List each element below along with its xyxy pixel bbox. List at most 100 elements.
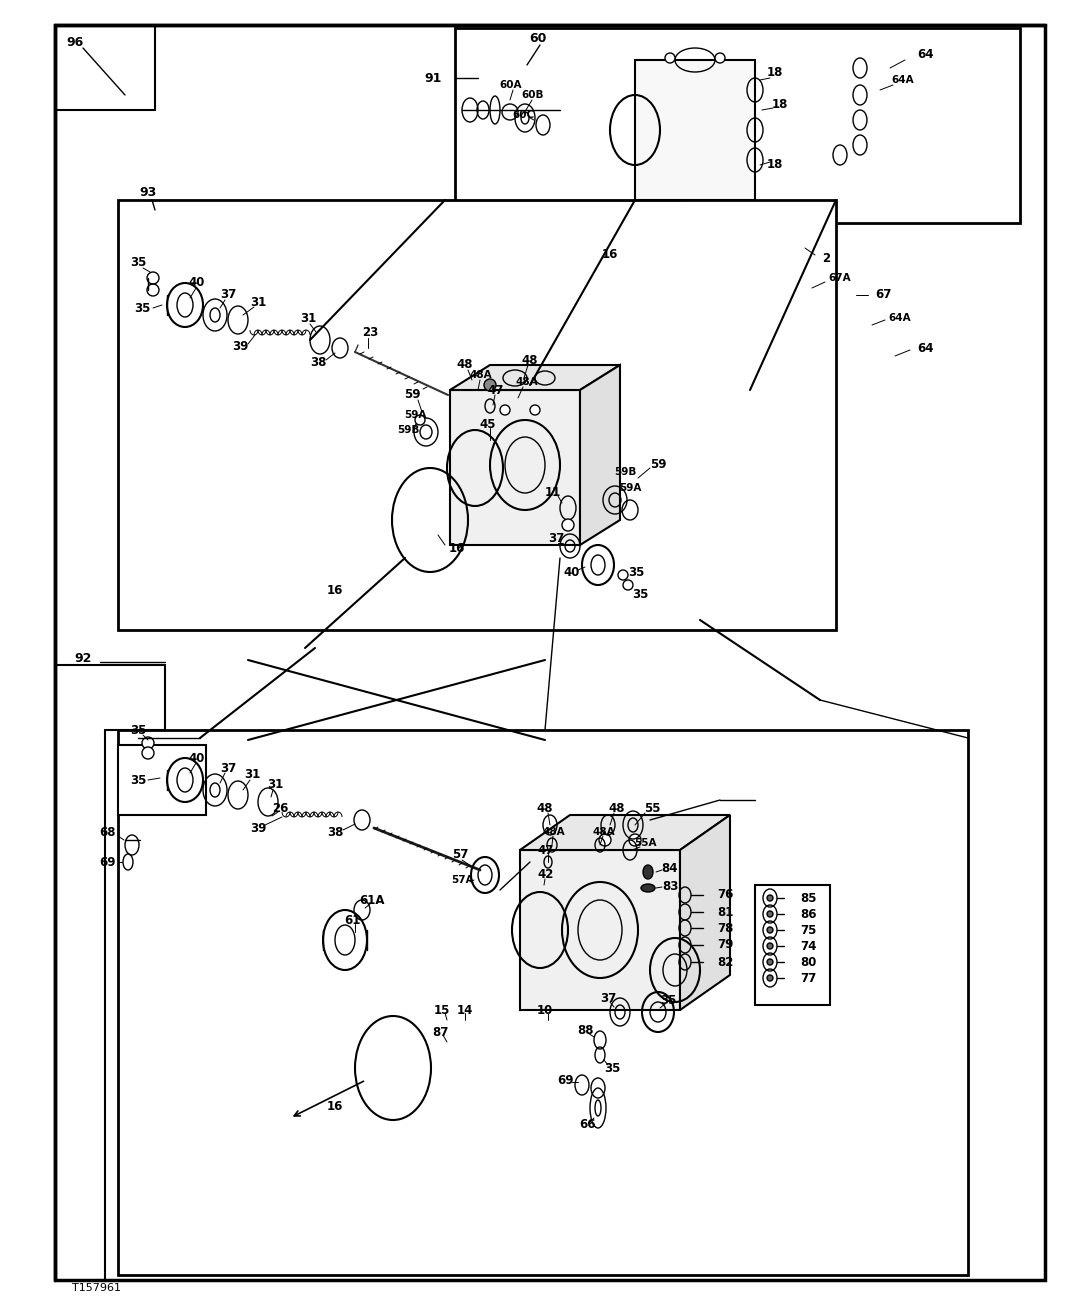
Text: 61: 61 (343, 914, 361, 927)
Bar (755, 885, 831, 1005)
Text: 16: 16 (602, 249, 618, 262)
Text: 40: 40 (189, 276, 205, 289)
Text: 60B: 60B (522, 90, 544, 100)
Text: 92: 92 (75, 652, 92, 665)
Text: 16: 16 (449, 541, 465, 554)
Text: 10: 10 (537, 1004, 553, 1017)
Text: 18: 18 (772, 99, 788, 112)
Text: 57: 57 (451, 849, 469, 862)
Circle shape (767, 975, 773, 981)
Text: 48: 48 (522, 353, 538, 366)
Text: 69: 69 (99, 855, 117, 868)
Circle shape (767, 943, 773, 949)
Text: 83: 83 (662, 879, 678, 892)
Text: 59A: 59A (619, 482, 642, 493)
Polygon shape (450, 390, 580, 545)
Ellipse shape (642, 884, 654, 892)
Text: T157961: T157961 (72, 1283, 121, 1294)
Text: 64A: 64A (889, 313, 912, 323)
Text: 59: 59 (404, 389, 420, 402)
Text: 80: 80 (800, 956, 816, 969)
Text: 60: 60 (529, 31, 546, 44)
Text: 59: 59 (650, 459, 666, 472)
Text: 86: 86 (800, 908, 816, 921)
Text: 35: 35 (632, 588, 648, 601)
Circle shape (618, 570, 627, 580)
Text: 42: 42 (538, 868, 554, 882)
Text: 67: 67 (875, 288, 891, 301)
Circle shape (665, 53, 675, 63)
Text: 88: 88 (577, 1024, 593, 1037)
Text: 26: 26 (272, 802, 288, 815)
Text: 47: 47 (488, 383, 504, 396)
Text: 38: 38 (327, 827, 343, 840)
Text: 15: 15 (434, 1004, 450, 1017)
Circle shape (767, 927, 773, 932)
Circle shape (415, 415, 426, 425)
Text: 60A: 60A (500, 80, 523, 90)
Text: 39: 39 (232, 340, 248, 353)
Text: 35: 35 (130, 724, 146, 737)
Text: 85: 85 (800, 892, 816, 905)
Ellipse shape (643, 865, 653, 879)
Text: 35: 35 (604, 1061, 620, 1074)
Text: 2: 2 (822, 252, 831, 265)
Text: 37: 37 (548, 532, 564, 545)
Bar (118, 730, 968, 1275)
Text: 35: 35 (660, 994, 676, 1007)
Text: 48A: 48A (542, 827, 565, 837)
Text: 23: 23 (362, 326, 378, 339)
Text: 16: 16 (327, 1101, 343, 1114)
Text: 48A: 48A (515, 377, 538, 387)
Text: 61A: 61A (360, 893, 384, 906)
Circle shape (767, 895, 773, 901)
Text: 40: 40 (564, 566, 580, 579)
Circle shape (141, 747, 154, 759)
Bar (118, 745, 206, 815)
Text: 60C: 60C (512, 110, 535, 120)
Text: 35: 35 (134, 301, 150, 314)
Text: 40: 40 (189, 751, 205, 764)
Text: 64: 64 (917, 48, 933, 61)
Text: 67A: 67A (828, 273, 851, 283)
Text: 48: 48 (537, 802, 553, 815)
Text: 14: 14 (457, 1004, 473, 1017)
Text: 18: 18 (767, 65, 783, 78)
Text: 31: 31 (249, 296, 266, 309)
Text: 16: 16 (327, 583, 343, 596)
Text: 35: 35 (627, 566, 644, 579)
Text: 31: 31 (300, 312, 316, 325)
Text: 81: 81 (717, 905, 733, 918)
Bar (455, 27, 1020, 223)
Text: 35: 35 (130, 257, 146, 270)
Text: 93: 93 (139, 186, 157, 200)
Text: 39: 39 (249, 822, 266, 835)
Text: 76: 76 (717, 888, 733, 901)
Circle shape (141, 737, 154, 748)
Text: 77: 77 (800, 971, 816, 985)
Polygon shape (519, 815, 730, 850)
Circle shape (500, 406, 510, 415)
Circle shape (530, 406, 540, 415)
Circle shape (484, 379, 496, 391)
Polygon shape (580, 365, 620, 545)
Circle shape (562, 519, 573, 531)
Text: 75: 75 (800, 923, 816, 936)
Text: 68: 68 (99, 825, 117, 838)
Text: 11: 11 (545, 485, 562, 498)
Text: 79: 79 (717, 939, 733, 952)
Text: 82: 82 (717, 956, 733, 969)
Text: 91: 91 (424, 72, 442, 85)
Text: 48A: 48A (593, 827, 616, 837)
Text: 35: 35 (130, 773, 146, 786)
Text: 57A: 57A (451, 875, 474, 885)
Text: 18: 18 (767, 159, 783, 172)
Polygon shape (519, 850, 680, 1011)
Text: 45: 45 (480, 419, 496, 432)
Text: 31: 31 (244, 768, 260, 781)
Polygon shape (450, 365, 620, 390)
Text: 87: 87 (432, 1025, 448, 1038)
Circle shape (629, 835, 642, 846)
Bar (635, 60, 755, 200)
Text: 38: 38 (310, 356, 326, 369)
